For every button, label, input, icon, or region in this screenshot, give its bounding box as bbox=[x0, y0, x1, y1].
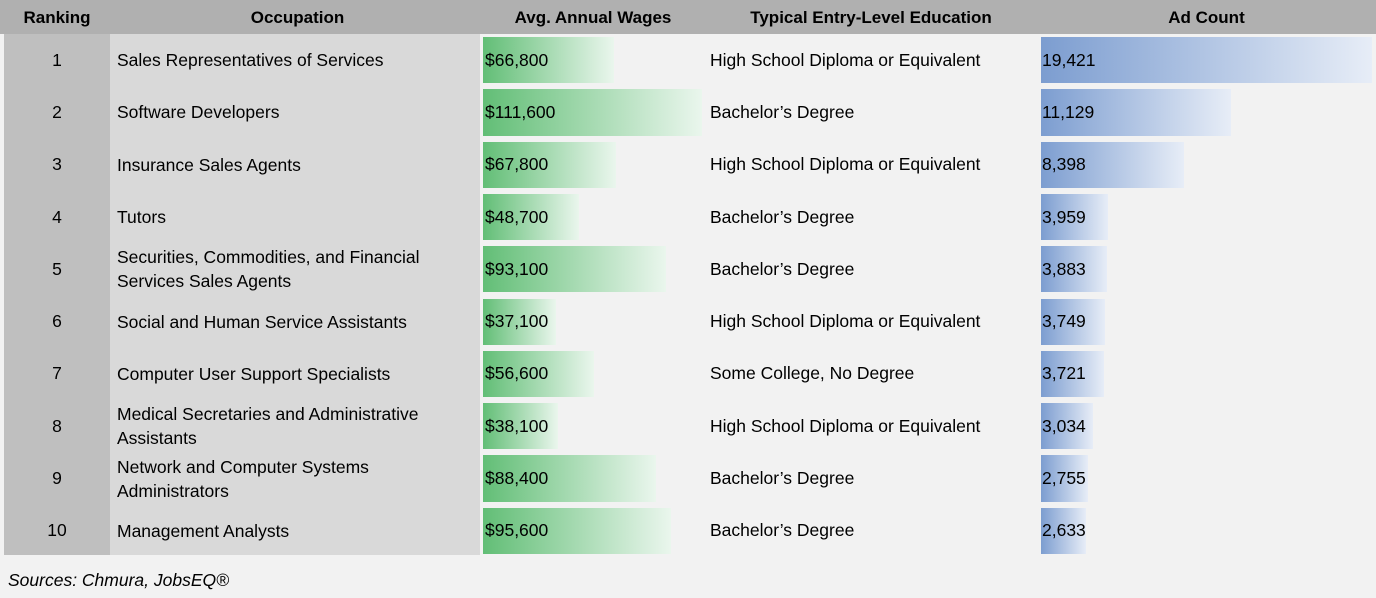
ad-count-label: 3,034 bbox=[1042, 415, 1086, 436]
occupation-cell: Securities, Commodities, and Financial S… bbox=[117, 247, 420, 292]
header-wages: Avg. Annual Wages bbox=[514, 8, 672, 27]
ad-count-bar bbox=[1041, 141, 1185, 188]
rank-cell: 3 bbox=[52, 154, 62, 175]
ad-count-bar bbox=[1041, 246, 1108, 293]
ad-count-label: 3,749 bbox=[1042, 311, 1086, 332]
ad-count-bar bbox=[1041, 507, 1086, 554]
wage-label: $88,400 bbox=[485, 468, 549, 489]
table-row: 3 Insurance Sales Agents $67,800 High Schoo… bbox=[0, 139, 1376, 191]
wage-label: $93,100 bbox=[485, 258, 549, 279]
rank-cell: 7 bbox=[52, 363, 62, 384]
education-cell: Bachelor’s Degree bbox=[710, 258, 855, 279]
wage-bar bbox=[483, 298, 556, 345]
table-row: 5 Securities, Commodities, and Financial … bbox=[0, 243, 1376, 295]
occupation-cell: Tutors bbox=[117, 207, 166, 228]
table-row: 2 Software Developers $111,600 Bachelor’s D… bbox=[0, 86, 1376, 138]
ad-count-label: 3,721 bbox=[1042, 363, 1086, 384]
wage-bar bbox=[483, 193, 579, 241]
ad-count-bar bbox=[1041, 89, 1231, 136]
education-cell: High School Diploma or Equivalent bbox=[710, 49, 981, 70]
wage-bar bbox=[483, 141, 617, 188]
ad-count-label: 8,398 bbox=[1042, 154, 1086, 175]
ad-count-label: 2,633 bbox=[1042, 520, 1086, 541]
occupation-column-bg bbox=[110, 34, 480, 555]
rank-cell: 1 bbox=[52, 49, 62, 70]
table-row: 9 Network and Computer Systems Administra… bbox=[0, 452, 1376, 504]
source-note: Sources: Chmura, JobsEQ® bbox=[8, 570, 230, 590]
rank-cell: 5 bbox=[52, 258, 62, 279]
wage-bar bbox=[483, 89, 702, 136]
table-row: 4 Tutors $48,700 Bachelor’s Degree 3,959 bbox=[0, 191, 1376, 243]
occupation-cell: Computer User Support Specialists bbox=[117, 363, 391, 384]
wage-label: $66,800 bbox=[485, 49, 549, 70]
ad-count-label: 19,421 bbox=[1042, 49, 1096, 70]
ad-count-bar bbox=[1041, 350, 1105, 398]
ad-count-bar bbox=[1041, 193, 1109, 241]
ad-count-label: 2,755 bbox=[1042, 468, 1086, 489]
rank-cell: 10 bbox=[47, 520, 67, 541]
rank-cell: 2 bbox=[52, 101, 62, 122]
education-cell: Bachelor’s Degree bbox=[710, 206, 855, 227]
education-cell: High School Diploma or Equivalent bbox=[710, 154, 981, 175]
header-ranking: Ranking bbox=[23, 8, 91, 27]
rank-cell: 4 bbox=[52, 206, 62, 227]
header-occupation: Occupation bbox=[250, 8, 345, 27]
rank-cell: 6 bbox=[52, 311, 62, 332]
table-row: 6 Social and Human Service Assistants $37,… bbox=[0, 296, 1376, 348]
ad-count-bar bbox=[1041, 298, 1105, 345]
table-row: 10 Management Analysts $95,600 Bachelor’s D… bbox=[0, 505, 1376, 557]
ad-count-bar bbox=[1041, 403, 1093, 450]
rank-cell: 8 bbox=[52, 415, 62, 436]
occupation-cell: Management Analysts bbox=[117, 520, 290, 541]
education-cell: Bachelor’s Degree bbox=[710, 101, 855, 122]
wage-label: $56,600 bbox=[485, 363, 549, 384]
wage-bar bbox=[483, 507, 671, 554]
occupation-cell: Network and Computer Systems Administrat… bbox=[117, 456, 369, 501]
occupation-cell: Insurance Sales Agents bbox=[117, 154, 301, 175]
ad-count-label: 11,129 bbox=[1042, 101, 1095, 122]
education-cell: Some College, No Degree bbox=[710, 363, 915, 384]
wage-bar bbox=[483, 37, 615, 84]
wage-label: $95,600 bbox=[485, 520, 549, 541]
occupation-cell: Software Developers bbox=[117, 102, 280, 123]
ad-count-label: 3,883 bbox=[1042, 258, 1086, 279]
education-cell: Bachelor’s Degree bbox=[710, 468, 855, 489]
education-cell: Bachelor’s Degree bbox=[710, 520, 855, 541]
table-row: 1 Sales Representatives of Services $66,80… bbox=[0, 34, 1376, 86]
ad-count-bar bbox=[1041, 455, 1088, 502]
table-header: Ranking Occupation Avg. Annual Wages Typ… bbox=[0, 0, 1376, 34]
wage-label: $48,700 bbox=[485, 206, 549, 227]
header-education: Typical Entry-Level Education bbox=[750, 8, 992, 27]
wage-bar bbox=[483, 403, 558, 450]
wage-label: $111,600 bbox=[485, 101, 556, 122]
header-ad-count: Ad Count bbox=[1168, 8, 1245, 27]
education-cell: High School Diploma or Equivalent bbox=[710, 311, 981, 332]
wage-label: $67,800 bbox=[485, 154, 549, 175]
education-cell: High School Diploma or Equivalent bbox=[710, 415, 981, 436]
rank-cell: 9 bbox=[52, 468, 62, 489]
wage-label: $38,100 bbox=[485, 415, 549, 436]
wage-bar bbox=[483, 455, 657, 502]
ranking-column-bg bbox=[4, 34, 110, 555]
wage-label: $37,100 bbox=[485, 311, 549, 332]
wage-bar bbox=[483, 350, 595, 398]
table-row: 8 Medical Secretaries and Administrative … bbox=[0, 400, 1376, 452]
occupation-cell: Sales Representatives of Services bbox=[117, 50, 384, 71]
ad-count-label: 3,959 bbox=[1042, 206, 1086, 227]
wage-bar bbox=[483, 246, 666, 293]
ad-count-bar bbox=[1041, 37, 1372, 84]
occupation-cell: Medical Secretaries and Administrative A… bbox=[117, 404, 419, 449]
table-row: 7 Computer User Support Specialists $56,60… bbox=[0, 348, 1376, 400]
occupation-cell: Social and Human Service Assistants bbox=[117, 311, 407, 332]
